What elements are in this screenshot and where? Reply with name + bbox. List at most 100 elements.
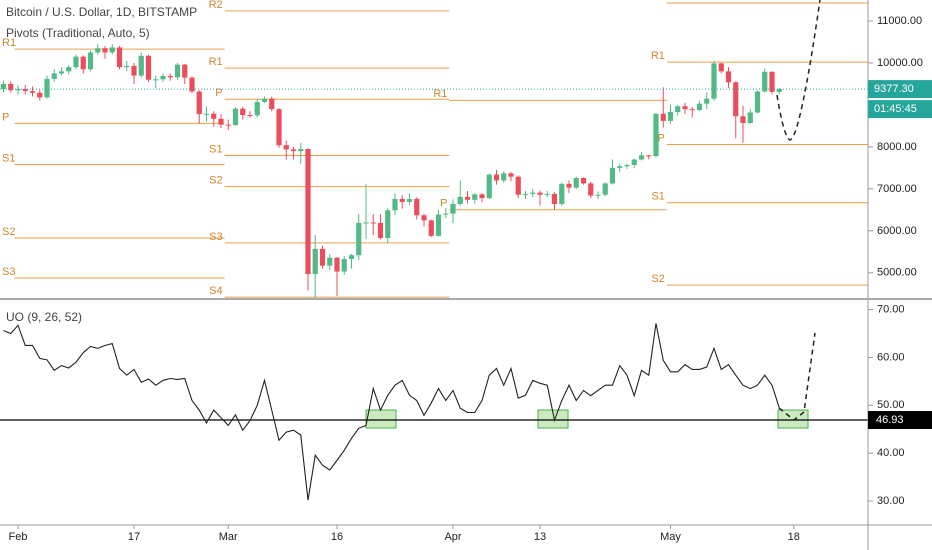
y-tick-label: 7000.00 <box>877 183 917 195</box>
candle-body <box>392 198 398 211</box>
candle-body <box>298 149 304 152</box>
candle-body <box>15 88 21 91</box>
candle-body <box>276 109 282 146</box>
pivot-label: S4 <box>209 285 222 297</box>
pivot-label: S3 <box>209 231 222 243</box>
candle-body <box>631 159 637 165</box>
pivot-label: S2 <box>2 226 15 238</box>
candle-body <box>689 109 695 111</box>
candle-body <box>37 92 43 98</box>
candle-body <box>508 173 514 177</box>
candle-body <box>66 67 72 72</box>
candle-body <box>29 91 36 93</box>
candle-body <box>667 112 674 121</box>
candle-body <box>283 145 289 150</box>
candle-body <box>174 64 181 78</box>
candle-body <box>22 88 28 92</box>
candle-body <box>725 71 732 83</box>
candle-body <box>501 173 507 181</box>
candle-body <box>580 177 587 184</box>
candle-body <box>356 222 362 256</box>
candle-body <box>588 183 594 196</box>
pivot-label: P <box>215 87 222 99</box>
y-tick-label: 60.00 <box>877 351 905 363</box>
candle-body <box>653 113 659 157</box>
candle-body <box>269 98 275 110</box>
candle-body <box>718 63 724 72</box>
candle-body <box>232 108 239 126</box>
candle-body <box>196 91 202 115</box>
y-tick-label: 40.00 <box>877 447 905 459</box>
candle-body <box>515 176 521 195</box>
candle-body <box>385 210 391 238</box>
price-pane: R1 P S1 S2 S3 R2 R1 P S1 S2 S3 S4 R1 P R2 R1 P S1 S2 <box>0 0 868 298</box>
uo-line <box>3 323 780 501</box>
x-tick-label: Mar <box>219 531 238 543</box>
candle-body <box>530 192 536 194</box>
candle-body <box>769 71 775 92</box>
candle-body <box>479 194 485 199</box>
indicator-title: Pivots (Traditional, Auto, 5) <box>6 26 150 40</box>
candle-body <box>609 167 616 184</box>
level-tag <box>868 411 932 430</box>
y-tick-label: 30.00 <box>877 495 905 507</box>
highlight-box <box>365 409 397 429</box>
candle-body <box>660 113 666 121</box>
pivot-label: R2 <box>651 0 665 3</box>
pivot-label: S1 <box>2 152 15 164</box>
x-tick-label: May <box>660 531 681 543</box>
last-price-label: 9377.30 <box>874 83 914 95</box>
candle-body <box>747 112 753 123</box>
candle-body <box>80 56 86 70</box>
candle-body <box>218 118 224 125</box>
x-tick-label: 13 <box>534 531 546 543</box>
candle-body <box>624 164 630 167</box>
candle-body <box>696 103 703 110</box>
candle-body <box>740 116 746 123</box>
projection-dashed <box>776 0 821 141</box>
candle-body <box>95 48 101 53</box>
candle-body <box>377 222 384 238</box>
x-tick-label: Apr <box>444 531 461 543</box>
candle-body <box>428 220 434 236</box>
candle-body <box>153 79 159 81</box>
candle-body <box>406 198 413 202</box>
candle-body <box>638 155 645 160</box>
candle-body <box>319 248 326 266</box>
candle-body <box>443 213 449 215</box>
candle-body <box>254 101 260 116</box>
candle-body <box>203 113 210 115</box>
candle-body <box>116 47 123 68</box>
candle-body <box>370 222 376 224</box>
candle-body <box>450 203 456 214</box>
candle-body <box>363 222 369 224</box>
candle-body <box>711 63 717 99</box>
candle-body <box>348 255 355 259</box>
candle-body <box>225 124 231 126</box>
x-tick-label: 18 <box>788 531 800 543</box>
candle-body <box>109 47 115 53</box>
candle-body <box>290 149 297 152</box>
pivot-label: S2 <box>209 175 222 187</box>
countdown-tag <box>868 100 932 119</box>
candle-body <box>486 174 492 199</box>
candle-body <box>573 177 579 188</box>
candle-body <box>327 257 333 266</box>
candle-body <box>617 166 623 168</box>
pivot-label: R1 <box>433 88 447 100</box>
candle-body <box>472 194 478 200</box>
candle-body <box>334 257 340 272</box>
pivot-label: S1 <box>651 191 664 203</box>
candle-body <box>0 83 7 89</box>
candle-body <box>762 71 768 92</box>
candle-body <box>537 192 543 195</box>
candle-body <box>704 98 710 104</box>
pivot-label: S2 <box>651 273 664 285</box>
candle-body <box>522 193 529 195</box>
y-tick-label: 8000.00 <box>877 141 917 153</box>
uo-title: UO (9, 26, 52) <box>6 310 82 324</box>
candle-body <box>182 64 188 78</box>
